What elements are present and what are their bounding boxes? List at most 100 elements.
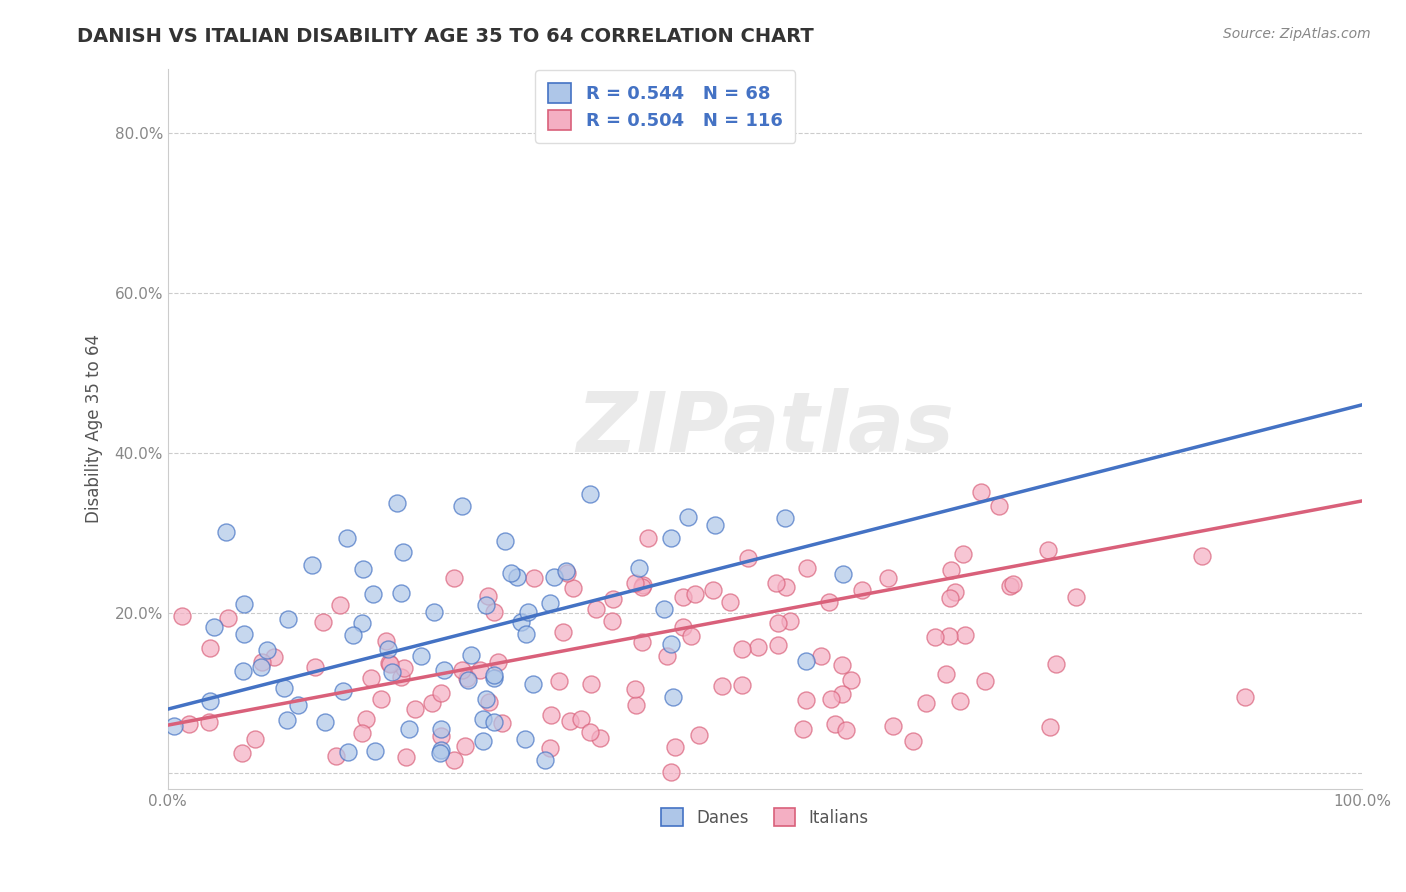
Point [832,567,855,582]
Point [513,731,536,746]
Point [659,637,682,651]
Point [361,587,384,601]
Point [839,673,862,687]
Point [938,591,960,605]
Point [389,586,412,600]
Point [377,642,399,657]
Point [1064,590,1087,604]
Point [631,580,654,594]
Point [311,615,333,629]
Point [652,602,675,616]
Point [796,561,818,575]
Legend: Danes, Italians: Danes, Italians [652,799,877,835]
Point [672,590,695,604]
Point [232,665,254,679]
Point [231,746,253,760]
Point [579,677,602,691]
Point [949,694,972,708]
Text: DANISH VS ITALIAN DISABILITY AGE 35 TO 64 CORRELATION CHART: DANISH VS ITALIAN DISABILITY AGE 35 TO 6… [77,27,814,45]
Point [522,676,544,690]
Point [939,563,962,577]
Point [454,739,477,753]
Point [820,692,842,706]
Point [456,671,478,685]
Point [352,615,374,630]
Point [831,657,853,672]
Point [486,656,509,670]
Point [988,500,1011,514]
Point [835,723,858,737]
Point [392,545,415,559]
Point [477,589,499,603]
Point [1191,549,1213,563]
Point [702,582,724,597]
Point [578,486,600,500]
Point [630,635,652,649]
Point [775,580,797,594]
Point [451,663,474,677]
Point [624,681,647,696]
Point [679,630,702,644]
Point [952,547,974,561]
Point [664,740,686,755]
Point [710,679,733,693]
Point [558,714,581,728]
Point [792,722,814,736]
Point [429,746,451,760]
Point [540,708,562,723]
Point [482,667,505,681]
Point [543,569,565,583]
Point [451,500,474,514]
Point [718,595,741,609]
Point [998,579,1021,593]
Point [276,714,298,728]
Point [377,656,399,670]
Point [422,696,444,710]
Point [914,696,936,710]
Point [683,587,706,601]
Point [516,606,538,620]
Point [430,722,453,736]
Point [569,712,592,726]
Point [243,732,266,747]
Point [600,615,623,629]
Point [304,659,326,673]
Point [938,629,960,643]
Point [765,575,787,590]
Point [794,693,817,707]
Point [494,534,516,549]
Point [602,591,624,606]
Point [364,744,387,758]
Point [398,723,420,737]
Point [924,630,946,644]
Point [256,642,278,657]
Point [457,673,479,687]
Point [877,571,900,585]
Point [163,719,186,733]
Point [953,628,976,642]
Point [202,620,225,634]
Point [589,731,612,745]
Point [974,673,997,688]
Point [627,561,650,575]
Point [482,671,505,685]
Point [659,532,682,546]
Point [217,610,239,624]
Point [737,551,759,566]
Point [501,566,523,580]
Point [360,671,382,685]
Point [773,511,796,525]
Point [659,765,682,780]
Point [277,612,299,626]
Point [547,674,569,689]
Point [688,728,710,742]
Point [538,596,561,610]
Point [882,719,904,733]
Point [342,628,364,642]
Point [389,670,412,684]
Y-axis label: Disability Age 35 to 64: Disability Age 35 to 64 [86,334,103,524]
Point [381,665,404,679]
Point [1036,542,1059,557]
Point [430,742,453,756]
Point [430,729,453,743]
